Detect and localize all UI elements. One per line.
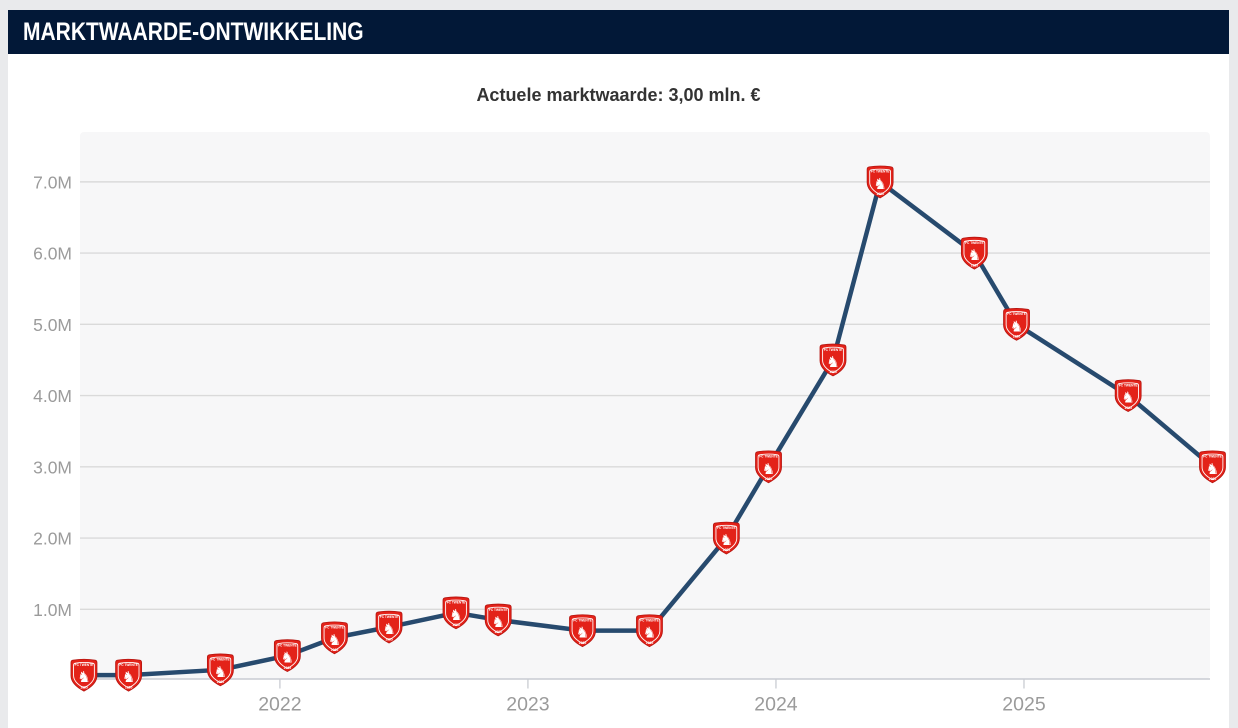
marktwaarde-chart-svg: 1.0M 2.0M 3.0M 4.0M 5.0M 6.0M 7.0M 2022 2023 2024… (33, 132, 1226, 716)
crest-horse-icon: ♞ (1010, 318, 1023, 335)
data-point-marker-fc-twente-crest[interactable]: ♞ FC TWENTE 1965 (1114, 379, 1142, 413)
crest-horse-icon: ♞ (449, 607, 462, 624)
crest-horse-icon: ♞ (1206, 461, 1219, 478)
y-axis-tick-label: 2.0M (33, 529, 72, 549)
crest-year-text: 1965 (765, 477, 773, 481)
crest-club-name-text: FC TWENTE (380, 615, 399, 619)
data-point-marker-fc-twente-crest[interactable]: ♞ FC TWENTE 1965 (70, 658, 98, 692)
crest-horse-icon: ♞ (576, 625, 589, 642)
y-axis-tick-label: 6.0M (33, 244, 72, 264)
crest-year-text: 1965 (217, 680, 225, 684)
crest-year-text: 1965 (646, 641, 654, 645)
x-axis-tick-label: 2023 (506, 694, 549, 716)
crest-year-text: 1965 (876, 192, 884, 196)
crest-horse-icon: ♞ (873, 176, 886, 193)
crest-horse-icon: ♞ (762, 461, 775, 478)
plot-area (80, 132, 1210, 679)
crest-horse-icon: ♞ (328, 632, 341, 649)
crest-year-text: 1965 (494, 630, 502, 634)
crest-club-name-text: FC TWENTE (489, 608, 508, 612)
x-axis-tick-label: 2024 (754, 694, 798, 716)
crest-club-name-text: FC TWENTE (965, 241, 984, 245)
crest-horse-icon: ♞ (968, 247, 981, 264)
data-point-marker-fc-twente-crest[interactable]: ♞ FC TWENTE 1965 (712, 521, 740, 555)
crest-horse-icon: ♞ (1121, 390, 1134, 407)
crest-club-name-text: FC TWENTE (278, 643, 297, 647)
crest-year-text: 1965 (1124, 406, 1132, 410)
crest-year-text: 1965 (723, 548, 731, 552)
crest-club-name-text: FC TWENTE (447, 601, 466, 605)
data-point-marker-fc-twente-crest[interactable]: ♞ FC TWENTE 1965 (115, 658, 143, 692)
crest-club-name-text: FC TWENTE (717, 526, 736, 530)
crest-horse-icon: ♞ (826, 354, 839, 371)
crest-year-text: 1965 (125, 685, 133, 689)
crest-year-text: 1965 (80, 685, 88, 689)
crest-club-name-text: FC TWENTE (759, 455, 778, 459)
data-point-marker-fc-twente-crest[interactable]: ♞ FC TWENTE 1965 (375, 610, 403, 644)
crest-year-text: 1965 (971, 263, 979, 267)
data-point-marker-fc-twente-crest[interactable]: ♞ FC TWENTE 1965 (442, 596, 470, 630)
crest-year-text: 1965 (829, 370, 837, 374)
crest-horse-icon: ♞ (382, 621, 395, 638)
crest-horse-icon: ♞ (720, 532, 733, 549)
crest-club-name-text: FC TWENTE (325, 626, 344, 630)
crest-horse-icon: ♞ (491, 614, 504, 631)
crest-horse-icon: ♞ (643, 625, 656, 642)
crest-club-name-text: FC TWENTE (824, 348, 843, 352)
y-axis-tick-label: 1.0M (33, 600, 72, 620)
crest-club-name-text: FC TWENTE (75, 663, 94, 667)
data-point-marker-fc-twente-crest[interactable]: ♞ FC TWENTE 1965 (866, 165, 894, 199)
data-point-marker-fc-twente-crest[interactable]: ♞ FC TWENTE 1965 (636, 614, 663, 648)
crest-year-text: 1965 (284, 666, 292, 670)
crest-horse-icon: ♞ (281, 650, 294, 667)
crest-year-text: 1965 (579, 641, 587, 645)
y-axis-tick-label: 3.0M (33, 457, 72, 477)
crest-club-name-text: FC TWENTE (1007, 312, 1026, 316)
crest-year-text: 1965 (331, 648, 339, 652)
crest-club-name-text: FC TWENTE (1119, 383, 1138, 387)
crest-club-name-text: FC TWENTE (640, 618, 659, 622)
crest-club-name-text: FC TWENTE (119, 663, 138, 667)
crest-year-text: 1965 (452, 623, 460, 627)
data-point-marker-fc-twente-crest[interactable]: ♞ FC TWENTE 1965 (206, 653, 234, 687)
crest-horse-icon: ♞ (122, 669, 135, 686)
current-market-value-subtitle: Actuele marktwaarde: 3,00 mln. € (476, 85, 761, 105)
data-point-marker-fc-twente-crest[interactable]: ♞ FC TWENTE 1965 (960, 236, 988, 270)
crest-year-text: 1965 (385, 637, 393, 641)
data-point-marker-fc-twente-crest[interactable]: ♞ FC TWENTE 1965 (755, 450, 782, 484)
panel-header: MARKTWAARDE-ONTWIKKELING (8, 10, 1229, 54)
data-point-marker-fc-twente-crest[interactable]: ♞ FC TWENTE 1965 (1003, 308, 1030, 341)
data-point-marker-fc-twente-crest[interactable]: ♞ FC TWENTE 1965 (819, 343, 847, 377)
panel-title: MARKTWAARDE-ONTWIKKELING (23, 17, 364, 46)
crest-horse-icon: ♞ (214, 664, 227, 681)
crest-club-name-text: FC TWENTE (871, 170, 890, 174)
y-axis-tick-label: 7.0M (33, 172, 72, 192)
data-point-marker-fc-twente-crest[interactable]: ♞ FC TWENTE 1965 (569, 614, 596, 648)
market-value-panel: MARKTWAARDE-ONTWIKKELING Actuele marktwa… (8, 10, 1229, 728)
y-axis-tick-label: 4.0M (33, 386, 72, 406)
crest-club-name-text: FC TWENTE (211, 658, 230, 662)
x-axis-tick-label: 2022 (258, 694, 301, 716)
y-axis-tick-label: 5.0M (33, 315, 72, 335)
crest-club-name-text: FC TWENTE (1203, 455, 1222, 459)
crest-year-text: 1965 (1209, 477, 1217, 481)
crest-horse-icon: ♞ (77, 669, 90, 686)
x-axis-tick-label: 2025 (1002, 694, 1046, 716)
data-point-marker-fc-twente-crest[interactable]: ♞ FC TWENTE 1965 (273, 639, 301, 673)
data-point-marker-fc-twente-crest[interactable]: ♞ FC TWENTE 1965 (321, 621, 348, 655)
crest-club-name-text: FC TWENTE (573, 618, 592, 622)
data-point-marker-fc-twente-crest[interactable]: ♞ FC TWENTE 1965 (1199, 450, 1226, 484)
data-point-marker-fc-twente-crest[interactable]: ♞ FC TWENTE 1965 (484, 603, 512, 637)
crest-year-text: 1965 (1013, 335, 1021, 339)
